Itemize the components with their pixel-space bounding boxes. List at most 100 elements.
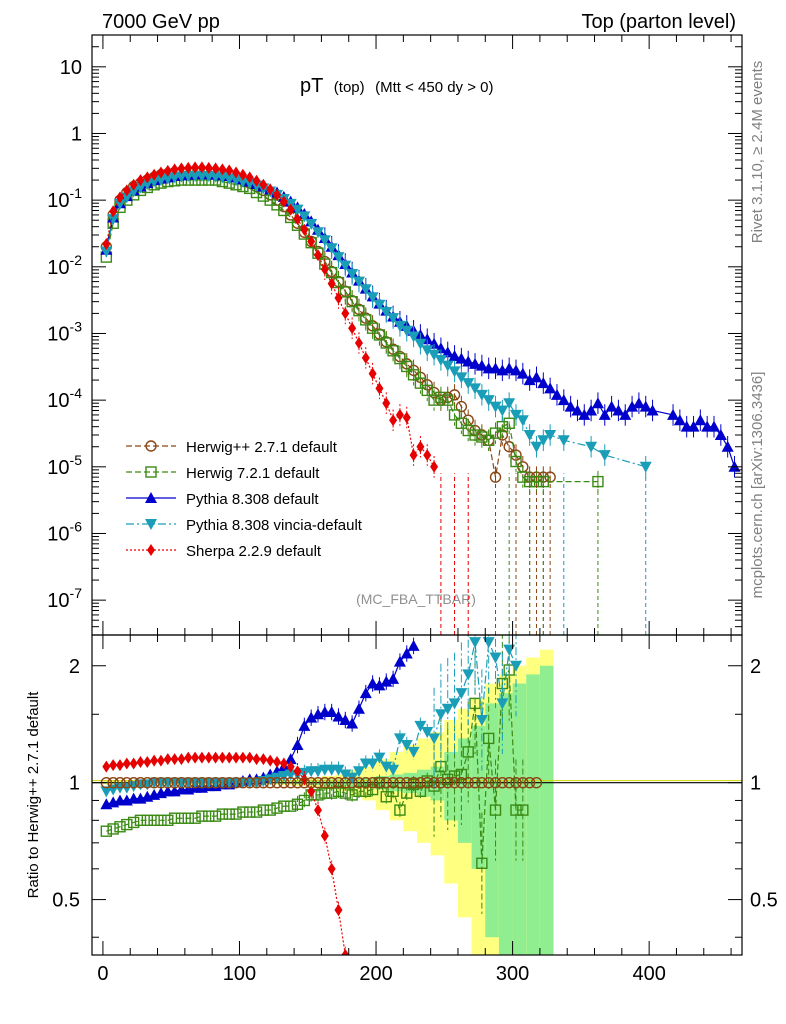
ratio-data-point (182, 812, 194, 824)
data-point (225, 164, 234, 177)
data-point (305, 218, 318, 230)
series-4 (102, 161, 439, 478)
data-point (382, 397, 391, 410)
ratio-data-point (259, 753, 268, 766)
legend-label: Pythia 8.308 vincia-default (186, 517, 363, 534)
series-line (105, 170, 551, 478)
data-point (619, 408, 632, 420)
ratio-data-point (421, 727, 434, 739)
data-point (537, 435, 550, 447)
data-point (129, 178, 138, 191)
legend-entry: Sherpa 2.2.9 default (126, 543, 322, 560)
data-point (273, 188, 282, 201)
ratio-data-point (482, 732, 495, 745)
ratio-data-point (393, 655, 406, 667)
ratio-data-point (218, 751, 227, 764)
ratio-data-point (127, 781, 140, 793)
data-point (361, 351, 370, 364)
data-point (421, 384, 433, 397)
data-point (232, 166, 241, 179)
legend-entry: Pythia 8.308 default (126, 491, 319, 508)
ratio-reference-point (380, 776, 392, 789)
ratio-data-point (448, 770, 461, 782)
ratio-reference-point (107, 776, 119, 789)
ratio-data-point (238, 751, 247, 764)
ratio-data-point (339, 769, 352, 781)
ratio-data-point (148, 814, 160, 827)
data-point (334, 292, 343, 305)
y-tick-label: 10-5 (47, 452, 82, 479)
data-point (293, 213, 302, 226)
series-3 (100, 171, 652, 478)
ratio-reference-point (503, 776, 515, 789)
data-point (455, 400, 468, 413)
ratio-data-point (175, 812, 188, 824)
ratio-data-point (204, 751, 213, 764)
ratio-data-point (327, 862, 336, 875)
ratio-reference-point (489, 776, 502, 789)
ratio-data-point (339, 713, 352, 725)
ratio-data-point (168, 812, 181, 824)
ratio-data-point (279, 757, 288, 770)
data-point (626, 400, 639, 412)
data-point (286, 203, 295, 216)
data-point (389, 414, 398, 427)
data-point (687, 420, 700, 432)
data-point (441, 346, 454, 358)
header-left: 7000 GeV pp (102, 11, 220, 33)
ratio-reference-point (291, 776, 304, 789)
data-point (475, 359, 488, 371)
data-point (156, 166, 165, 179)
data-point (435, 391, 447, 404)
data-point (598, 408, 611, 420)
ratio-data-point (121, 818, 133, 831)
legend: Herwig++ 2.7.1 default Herwig 7.2.1 defau… (126, 439, 363, 560)
data-point (469, 383, 482, 395)
ratio-data-point (475, 714, 488, 726)
data-point (503, 417, 515, 429)
ratio-data-point (284, 753, 297, 765)
data-point (523, 374, 536, 386)
data-point (279, 195, 288, 208)
data-point (161, 173, 174, 185)
ratio-data-point (307, 785, 316, 798)
ratio-data-point (100, 786, 113, 798)
data-point (430, 460, 439, 473)
x-tick-label: 200 (359, 963, 392, 985)
y-tick-label: 10-6 (47, 518, 82, 545)
data-point (639, 400, 652, 412)
ratio-data-point (286, 760, 295, 773)
ratio-panel-series (100, 635, 543, 955)
ratio-reference-point (482, 776, 495, 789)
ratio-data-point (346, 789, 358, 801)
ratio-reference-point (462, 776, 474, 789)
data-point (409, 449, 418, 462)
ratio-reference-point (414, 776, 427, 789)
data-point (428, 349, 441, 361)
data-point (402, 411, 411, 424)
data-point (327, 277, 336, 290)
ratio-data-point (441, 703, 454, 715)
ratio-reference-point (387, 776, 399, 789)
ratio-series-reference (100, 776, 543, 789)
ratio-reference-point (407, 776, 420, 789)
data-point (380, 337, 392, 349)
legend-label: Pythia 8.308 default (186, 491, 319, 508)
ratio-data-point (245, 751, 254, 764)
data-point (266, 183, 275, 196)
legend-marker (145, 440, 157, 452)
ratio-reference-point (148, 776, 160, 789)
data-point (148, 176, 161, 188)
ratio-data-point (143, 756, 152, 769)
axes: 10-7 10-6 10-5 10-4 10-3 10-2 10-1 1 10 0.5 0.5 1 1 2… (47, 34, 778, 985)
ratio-reference-point (523, 776, 536, 789)
data-point (348, 322, 357, 335)
data-point (313, 249, 322, 262)
ratio-data-point (360, 785, 372, 798)
ratio-y-tick-label: 0.5 (52, 890, 80, 912)
ratio-reference-point (476, 776, 488, 789)
ratio-reference-point (394, 776, 406, 789)
analysis-tag: (MC_FBA_TTBAR) (356, 591, 476, 607)
plot-title-sub: (top) (334, 79, 365, 96)
ratio-data-point (313, 804, 322, 817)
